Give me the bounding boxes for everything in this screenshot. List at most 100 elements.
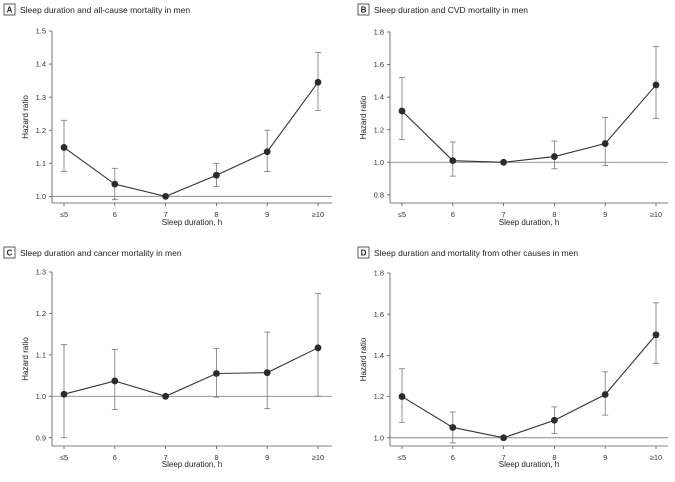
x-tick-label: 7	[502, 210, 506, 219]
y-tick-label: 1.1	[36, 159, 46, 168]
x-tick-label: 7	[164, 453, 168, 462]
data-point	[213, 370, 220, 377]
y-tick-label: 1.0	[374, 433, 384, 442]
panel-badge	[357, 3, 370, 16]
y-tick-label: 1.2	[36, 309, 46, 318]
x-tick-label: ≤5	[60, 453, 68, 462]
x-tick-label: ≥10	[650, 453, 662, 462]
x-tick-label: 8	[552, 453, 556, 462]
x-tick-label: 8	[214, 453, 218, 462]
series-line	[401, 84, 657, 163]
series-line	[401, 334, 657, 439]
data-point	[652, 81, 660, 89]
data-point	[652, 331, 660, 339]
y-tick-label: 1.2	[374, 125, 384, 134]
data-point	[500, 158, 507, 166]
x-tick-label: 6	[451, 453, 455, 462]
panel-badge	[357, 246, 370, 259]
x-tick-label: 8	[214, 210, 218, 219]
x-axis-title: Sleep duration, h	[162, 460, 223, 469]
panel-title: Sleep duration and all-cause mortality i…	[20, 5, 190, 15]
panel-letter: C	[7, 249, 13, 258]
x-tick-label: 7	[164, 210, 168, 219]
x-tick-label: ≤5	[60, 210, 68, 219]
chart-panel-b: B Sleep duration and CVD mortality in men…	[357, 3, 668, 227]
data-point	[111, 180, 119, 188]
y-tick-label: 1.6	[374, 310, 384, 319]
x-axis-title: Sleep duration, h	[162, 218, 223, 227]
x-axis-title: Sleep duration, h	[499, 460, 560, 469]
x-axis-title: Sleep duration, h	[499, 218, 560, 227]
y-axis-title: Hazard ratio	[21, 95, 30, 139]
y-tick-label: 0.9	[36, 433, 46, 442]
chart-panel-a: A Sleep duration and all-cause mortality …	[3, 3, 332, 227]
data-point	[449, 424, 457, 431]
data-point	[398, 393, 406, 400]
x-tick-label: 9	[265, 453, 269, 462]
panel-badge	[3, 3, 16, 16]
panel-badge	[3, 246, 16, 259]
x-tick-label: 6	[451, 210, 455, 219]
panel-title: Sleep duration and CVD mortality in men	[374, 5, 528, 15]
data-point	[601, 391, 609, 398]
y-tick-label: 1.5	[36, 27, 46, 36]
data-point	[398, 107, 406, 115]
x-tick-label: ≥10	[650, 210, 662, 219]
x-tick-label: 9	[265, 210, 269, 219]
y-tick-label: 1.0	[36, 392, 46, 401]
y-tick-label: 1.8	[374, 269, 384, 278]
x-tick-label: ≥10	[312, 210, 324, 219]
data-point	[500, 434, 507, 442]
y-tick-label: 1.3	[36, 268, 46, 277]
x-tick-label: ≥10	[312, 453, 324, 462]
data-point	[60, 144, 68, 151]
data-point	[60, 390, 68, 398]
data-point	[263, 369, 271, 377]
y-tick-label: 1.6	[374, 60, 384, 69]
y-axis-title: Hazard ratio	[21, 337, 30, 381]
data-point	[601, 140, 609, 147]
data-point	[551, 153, 558, 160]
y-tick-label: 1.1	[36, 350, 46, 359]
y-tick-label: 1.4	[374, 93, 384, 102]
panel-letter: A	[7, 6, 13, 15]
data-point	[314, 344, 322, 352]
panel-title: Sleep duration and mortality from other …	[374, 248, 578, 258]
y-tick-label: 1.4	[36, 60, 46, 69]
y-tick-label: 1.2	[374, 392, 384, 401]
x-tick-label: 8	[552, 210, 556, 219]
data-point	[111, 377, 119, 385]
x-tick-label: 6	[113, 210, 117, 219]
x-tick-label: ≤5	[398, 453, 406, 462]
chart-panel-c: C Sleep duration and cancer mortality in …	[3, 246, 332, 469]
data-point	[449, 157, 457, 165]
y-tick-label: 1.4	[374, 351, 384, 360]
x-tick-label: 7	[502, 453, 506, 462]
chart-panel-d: D Sleep duration and mortality from other…	[357, 246, 668, 469]
x-tick-label: 9	[603, 210, 607, 219]
x-tick-label: 9	[603, 453, 607, 462]
y-axis-title: Hazard ratio	[359, 95, 368, 139]
data-point	[162, 192, 170, 200]
y-tick-label: 0.8	[374, 190, 384, 199]
panel-title: Sleep duration and cancer mortality in m…	[20, 248, 182, 258]
y-axis-title: Hazard ratio	[359, 337, 368, 381]
data-point	[314, 78, 322, 86]
series-line	[63, 81, 319, 197]
y-tick-label: 1.0	[36, 192, 46, 201]
x-tick-label: ≤5	[398, 210, 406, 219]
data-point	[213, 171, 220, 179]
y-tick-label: 1.2	[36, 126, 46, 135]
y-tick-label: 1.0	[374, 158, 384, 167]
data-point	[263, 148, 271, 156]
y-tick-label: 1.3	[36, 93, 46, 102]
panel-letter: B	[361, 6, 367, 15]
series-line	[63, 347, 319, 397]
data-point	[162, 392, 170, 400]
x-tick-label: 6	[113, 453, 117, 462]
data-point	[551, 416, 558, 424]
panel-letter: D	[361, 249, 367, 258]
y-tick-label: 1.8	[374, 28, 384, 37]
